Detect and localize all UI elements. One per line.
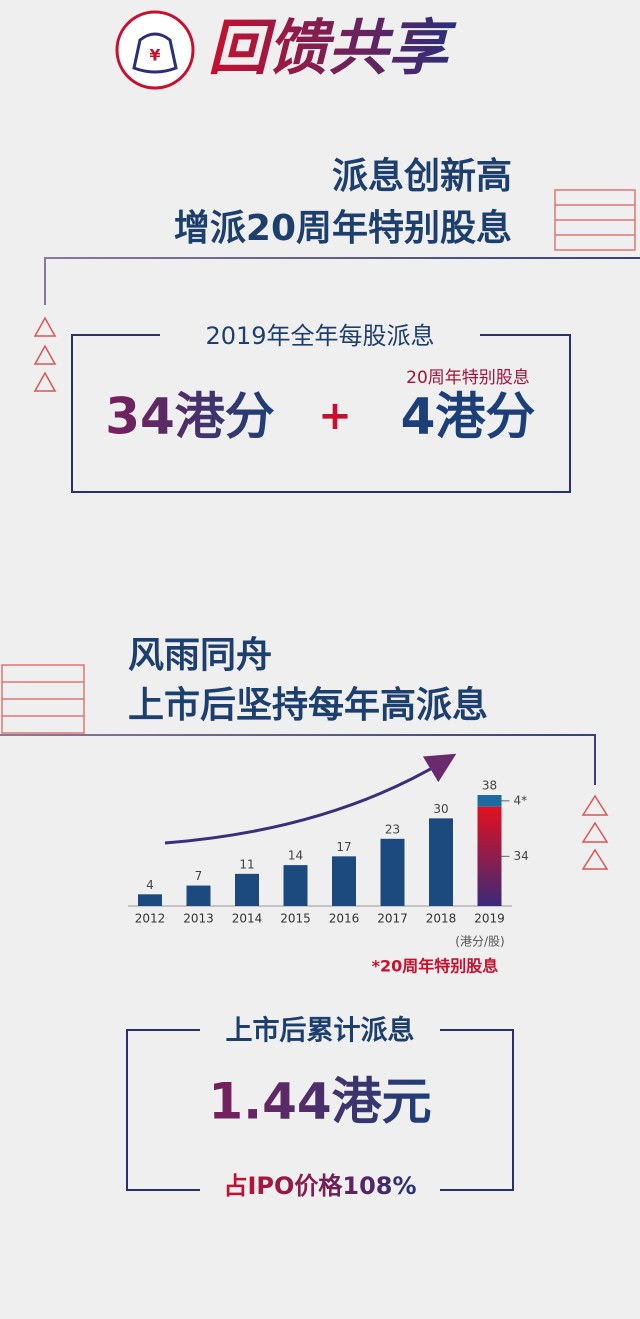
x-tick-label: 2016 — [329, 912, 360, 926]
box-gap — [160, 320, 480, 350]
side-label: 34 — [514, 849, 529, 863]
ipo-note: 占IPO价格108% — [223, 1172, 416, 1200]
header-title: 回馈共享 — [208, 14, 457, 84]
total-label: 30 — [433, 802, 448, 816]
total-label: 7 — [195, 869, 203, 883]
divider-line — [44, 257, 640, 305]
section-title: 派息创新高 — [332, 156, 512, 197]
bar — [477, 795, 502, 807]
total-label: 23 — [385, 822, 400, 836]
cumulative-value: 1.44港元 — [208, 1073, 431, 1131]
building — [1, 664, 85, 734]
plus: + — [318, 393, 352, 439]
x-tick-label: 2015 — [280, 912, 311, 926]
total-label: 38 — [482, 779, 497, 793]
box-title: 2019年全年每股派息 — [205, 322, 434, 350]
divider-line — [0, 734, 596, 785]
special-label: 20周年特别股息 — [406, 368, 530, 388]
regular-dividend: 34港分 — [105, 388, 275, 446]
box-gap — [200, 1172, 440, 1204]
total-label: 4 — [146, 878, 154, 892]
trend-arrow — [164, 753, 457, 845]
bar — [283, 865, 308, 906]
triangles — [33, 316, 57, 392]
money-bag — [132, 32, 178, 74]
x-tick-label: 2014 — [232, 912, 263, 926]
box-title: 上市后累计派息 — [226, 1015, 415, 1047]
bar — [332, 856, 356, 906]
section-title: 增派20周年特别股息 — [174, 208, 512, 249]
x-tick-label: 2017 — [377, 912, 408, 926]
x-tick-label: 2013 — [183, 912, 214, 926]
footnote: *20周年特别股息 — [372, 957, 499, 976]
x-tick-label: 2019 — [474, 912, 505, 926]
x-tick-label: 2018 — [426, 912, 457, 926]
box-gap — [200, 1012, 440, 1048]
unit: (港分/股) — [455, 935, 504, 949]
triangles — [581, 794, 609, 870]
building — [554, 189, 636, 251]
bar — [477, 806, 502, 906]
bar — [429, 818, 453, 906]
total-label: 14 — [288, 849, 303, 863]
icon-text: ¥ — [149, 46, 160, 65]
bar — [380, 838, 405, 906]
bar — [138, 894, 162, 906]
section-title: 上市后坚持每年高派息 — [128, 685, 488, 726]
chart: 2012 4 2013 7 2014 11 2015 14 2016 17 2017 23 2018 30… — [135, 779, 529, 926]
side-label: 4* — [514, 793, 528, 807]
bar — [186, 885, 211, 906]
special-dividend: 4港分 — [401, 388, 536, 446]
total-label: 17 — [336, 840, 351, 854]
bar — [235, 873, 259, 906]
section-title: 风雨同舟 — [128, 635, 272, 676]
x-tick-label: 2012 — [135, 912, 166, 926]
total-label: 11 — [239, 857, 254, 871]
